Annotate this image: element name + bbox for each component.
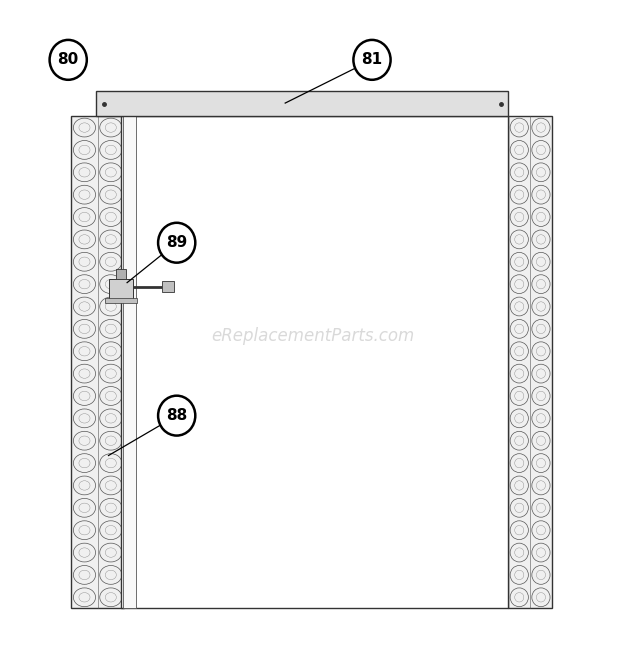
Text: 81: 81 <box>361 53 383 67</box>
Bar <box>108 279 133 300</box>
Circle shape <box>353 40 391 80</box>
Bar <box>162 281 174 292</box>
Bar <box>121 116 508 608</box>
Bar <box>96 91 508 116</box>
Text: 88: 88 <box>166 408 187 423</box>
Text: 80: 80 <box>58 53 79 67</box>
Circle shape <box>158 396 195 436</box>
Bar <box>116 269 126 279</box>
Text: eReplacementParts.com: eReplacementParts.com <box>211 327 415 345</box>
Bar <box>508 116 552 608</box>
Bar <box>71 116 124 608</box>
Circle shape <box>158 223 195 263</box>
Circle shape <box>50 40 87 80</box>
Bar <box>105 298 137 303</box>
Bar <box>123 116 136 608</box>
Text: 89: 89 <box>166 235 187 250</box>
